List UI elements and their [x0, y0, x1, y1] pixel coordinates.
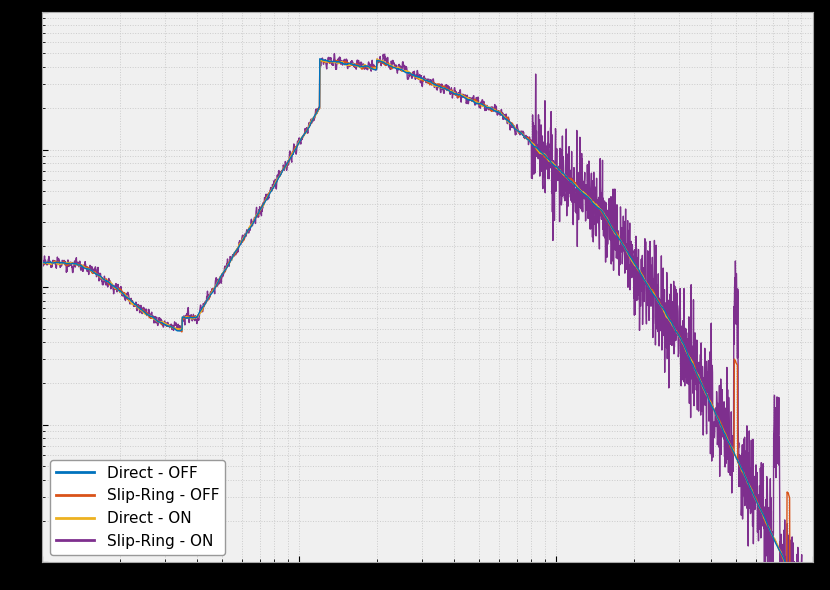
Line: Slip-Ring - OFF: Slip-Ring - OFF [42, 59, 813, 590]
Line: Direct - OFF: Direct - OFF [42, 59, 813, 590]
Direct - OFF [315, 55, 325, 63]
Direct - OFF [710, 409, 720, 417]
Line: Slip-Ring - ON: Slip-Ring - ON [42, 54, 813, 590]
Slip-Ring - ON [125, 298, 135, 305]
Slip-Ring - OFF [710, 409, 720, 417]
Slip-Ring - ON [710, 408, 720, 415]
Line: Direct - ON: Direct - ON [42, 60, 813, 590]
Direct - ON [793, 586, 803, 590]
Direct - ON [171, 325, 181, 332]
Direct - ON [125, 299, 135, 306]
Slip-Ring - OFF [367, 64, 377, 71]
Direct - ON [367, 65, 377, 72]
Slip-Ring - ON [808, 584, 818, 590]
Slip-Ring - ON [330, 50, 339, 57]
Direct - OFF [367, 65, 377, 72]
Legend: Direct - OFF, Slip-Ring - OFF, Direct - ON, Slip-Ring - ON: Direct - OFF, Slip-Ring - OFF, Direct - … [50, 460, 225, 555]
Direct - ON [710, 410, 720, 417]
Direct - ON [333, 60, 343, 67]
Slip-Ring - ON [334, 58, 344, 65]
Slip-Ring - OFF [793, 588, 803, 590]
Direct - OFF [334, 58, 344, 65]
Slip-Ring - OFF [171, 325, 181, 332]
Direct - OFF [37, 259, 47, 266]
Slip-Ring - OFF [125, 297, 135, 304]
Slip-Ring - OFF [333, 57, 343, 64]
Direct - ON [372, 56, 382, 63]
Slip-Ring - OFF [373, 55, 383, 63]
Slip-Ring - OFF [37, 260, 47, 267]
Direct - OFF [125, 296, 135, 303]
Direct - ON [37, 260, 47, 267]
Slip-Ring - ON [171, 319, 181, 326]
Slip-Ring - ON [37, 261, 47, 268]
Direct - OFF [171, 327, 181, 334]
Slip-Ring - ON [367, 61, 377, 68]
Direct - OFF [793, 588, 803, 590]
